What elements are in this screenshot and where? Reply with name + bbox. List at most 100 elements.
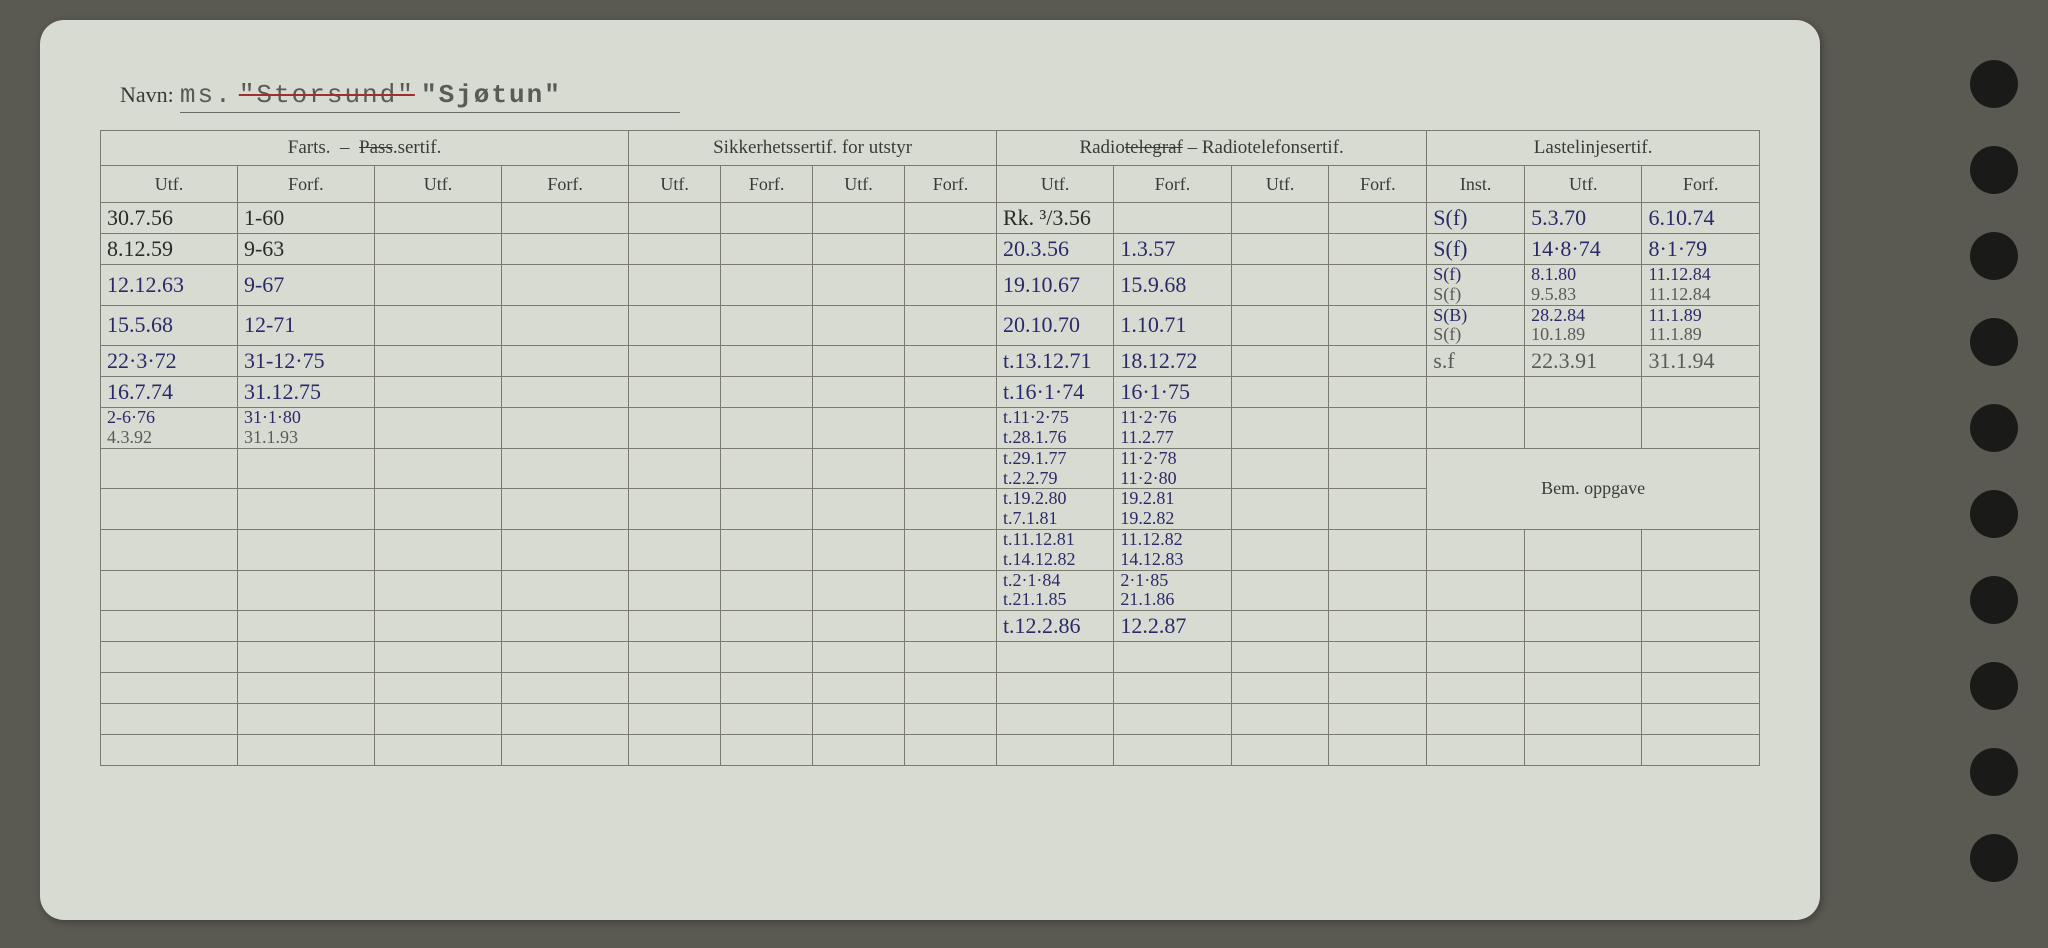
radio-utf: t.11·2·75t.28.1.76: [996, 408, 1113, 449]
last-utf: 14·8·74: [1525, 234, 1642, 265]
table-row: [101, 673, 1760, 704]
radio-forf: 15.9.68: [1114, 265, 1231, 306]
last-forf: 11.1.8911.1.89: [1642, 305, 1760, 346]
header-inst: Inst.: [1427, 166, 1525, 203]
hole-icon: [1970, 60, 2018, 108]
radio-forf: [1114, 203, 1231, 234]
header-utf: Utf.: [996, 166, 1113, 203]
farts-forf: 1-60: [237, 203, 374, 234]
record-card: Navn: ms. "Storsund" "Sjøtun" Farts. – P…: [40, 20, 1820, 920]
radio-forf: 1.10.71: [1114, 305, 1231, 346]
radio-utf: t.12.2.86: [996, 611, 1113, 642]
radio-forf: 11.12.8214.12.83: [1114, 529, 1231, 570]
farts-forf: 9-63: [237, 234, 374, 265]
header-farts: Farts. – Pass.sertif.: [101, 131, 629, 166]
radio-utf: 19.10.67: [996, 265, 1113, 306]
table-row: 15.5.68 12-71 20.10.70 1.10.71 S(B)S(f) …: [101, 305, 1760, 346]
hole-icon: [1970, 490, 2018, 538]
farts-utf: 12.12.63: [101, 265, 238, 306]
last-inst: S(f): [1427, 234, 1525, 265]
header-utf: Utf.: [374, 166, 501, 203]
header-forf: Forf.: [1642, 166, 1760, 203]
table-row: 16.7.74 31.12.75 t.16·1·74 16·1·75: [101, 377, 1760, 408]
navn-name: "Sjøtun": [421, 80, 562, 110]
hole-icon: [1970, 576, 2018, 624]
farts-utf: 16.7.74: [101, 377, 238, 408]
header-sikk: Sikkerhetssertif. for utstyr: [629, 131, 997, 166]
farts-forf: 31.12.75: [237, 377, 374, 408]
radio-forf: 16·1·75: [1114, 377, 1231, 408]
last-forf: 31.1.94: [1642, 346, 1760, 377]
table-row: 2-6·764.3.92 31·1·8031.1.93 t.11·2·75t.2…: [101, 408, 1760, 449]
table-row: 30.7.56 1-60 Rk. ³/3.56 S(f) 5.3.70 6.10…: [101, 203, 1760, 234]
header-radio: Radiotelegraf – Radiotelefonsertif.: [996, 131, 1426, 166]
radio-utf: t.19.2.80t.7.1.81: [996, 489, 1113, 530]
radio-utf: 20.10.70: [996, 305, 1113, 346]
radio-forf: 2·1·8521.1.86: [1114, 570, 1231, 611]
header-forf: Forf.: [1114, 166, 1231, 203]
last-forf: 6.10.74: [1642, 203, 1760, 234]
certificate-table-wrap: Farts. – Pass.sertif. Sikkerhetssertif. …: [100, 130, 1760, 880]
radio-forf: 18.12.72: [1114, 346, 1231, 377]
certificate-table: Farts. – Pass.sertif. Sikkerhetssertif. …: [100, 130, 1760, 766]
table-body: 30.7.56 1-60 Rk. ³/3.56 S(f) 5.3.70 6.10…: [101, 203, 1760, 766]
bem-oppgave-label: Bem. oppgave: [1427, 448, 1760, 529]
farts-utf: 2-6·764.3.92: [101, 408, 238, 449]
table-row: [101, 735, 1760, 766]
table-row: 12.12.63 9-67 19.10.67 15.9.68 S(f)S(f) …: [101, 265, 1760, 306]
table-row: t.12.2.86 12.2.87: [101, 611, 1760, 642]
farts-utf: 8.12.59: [101, 234, 238, 265]
hole-icon: [1970, 748, 2018, 796]
binder-holes: [1970, 60, 2018, 882]
farts-forf: 31-12·75: [237, 346, 374, 377]
radio-forf: 19.2.8119.2.82: [1114, 489, 1231, 530]
radio-forf: 12.2.87: [1114, 611, 1231, 642]
table-row: 22·3·72 31-12·75 t.13.12.71 18.12.72 s.f…: [101, 346, 1760, 377]
last-inst: S(B)S(f): [1427, 305, 1525, 346]
header-utf: Utf.: [1525, 166, 1642, 203]
header-utf: Utf.: [813, 166, 905, 203]
header-utf: Utf.: [629, 166, 721, 203]
hole-icon: [1970, 404, 2018, 452]
name-line: Navn: ms. "Storsund" "Sjøtun": [120, 80, 680, 113]
hole-icon: [1970, 146, 2018, 194]
last-inst: S(f): [1427, 203, 1525, 234]
header-last: Lastelinjesertif.: [1427, 131, 1760, 166]
header-forf: Forf.: [721, 166, 813, 203]
farts-utf: 30.7.56: [101, 203, 238, 234]
farts-utf: 22·3·72: [101, 346, 238, 377]
last-inst: s.f: [1427, 346, 1525, 377]
radio-forf: 11·2·7811·2·80: [1114, 448, 1231, 489]
farts-forf: 9-67: [237, 265, 374, 306]
last-utf: 28.2.8410.1.89: [1525, 305, 1642, 346]
table-row: t.11.12.81t.14.12.82 11.12.8214.12.83: [101, 529, 1760, 570]
last-forf: 11.12.8411.12.84: [1642, 265, 1760, 306]
table-row: [101, 642, 1760, 673]
header-utf: Utf.: [101, 166, 238, 203]
table-row: 8.12.59 9-63 20.3.56 1.3.57 S(f) 14·8·74…: [101, 234, 1760, 265]
radio-utf: t.13.12.71: [996, 346, 1113, 377]
radio-utf: t.29.1.77t.2.2.79: [996, 448, 1113, 489]
radio-utf: t.2·1·84t.21.1.85: [996, 570, 1113, 611]
navn-prefix: ms.: [180, 80, 233, 110]
radio-utf: t.16·1·74: [996, 377, 1113, 408]
header-forf: Forf.: [1329, 166, 1427, 203]
last-utf: 8.1.809.5.83: [1525, 265, 1642, 306]
last-utf: 5.3.70: [1525, 203, 1642, 234]
last-utf: 22.3.91: [1525, 346, 1642, 377]
farts-forf: 31·1·8031.1.93: [237, 408, 374, 449]
radio-utf: Rk. ³/3.56: [996, 203, 1113, 234]
navn-label: Navn:: [120, 82, 174, 107]
header-forf: Forf.: [237, 166, 374, 203]
hole-icon: [1970, 834, 2018, 882]
table-row: t.2·1·84t.21.1.85 2·1·8521.1.86: [101, 570, 1760, 611]
table-row: t.29.1.77t.2.2.79 11·2·7811·2·80 Bem. op…: [101, 448, 1760, 489]
navn-struck: "Storsund": [239, 80, 415, 110]
radio-utf: t.11.12.81t.14.12.82: [996, 529, 1113, 570]
radio-forf: 1.3.57: [1114, 234, 1231, 265]
last-forf: 8·1·79: [1642, 234, 1760, 265]
navn-value: ms. "Storsund" "Sjøtun": [180, 80, 680, 113]
header-utf: Utf.: [1231, 166, 1329, 203]
hole-icon: [1970, 318, 2018, 366]
last-inst: S(f)S(f): [1427, 265, 1525, 306]
